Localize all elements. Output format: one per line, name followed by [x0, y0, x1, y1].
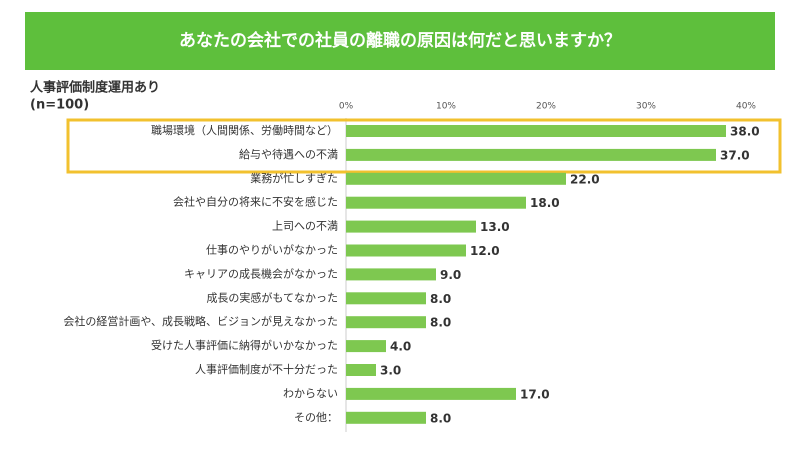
value-label: 8.0	[430, 316, 451, 330]
value-label: 22.0	[570, 172, 600, 186]
bar	[346, 316, 426, 329]
bar	[346, 340, 386, 353]
x-tick-label: 20%	[536, 102, 556, 112]
y-tick-label: 業務が忙しすぎた	[250, 171, 338, 185]
bar	[346, 196, 526, 209]
y-tick-label: キャリアの成長機会がなかった	[184, 266, 338, 280]
value-label: 12.0	[470, 244, 500, 258]
y-tick-label: 会社の経営計画や、成長戦略、ビジョンが見えなかった	[63, 314, 338, 328]
y-tick-label: 成長の実感がもてなかった	[206, 290, 338, 304]
x-tick-label: 30%	[636, 102, 656, 112]
y-tick-label: 職場環境（人間関係、労働時間など）	[151, 123, 338, 137]
bar	[346, 292, 426, 305]
bar	[346, 148, 716, 161]
value-label: 13.0	[480, 220, 510, 234]
bar	[346, 387, 516, 400]
value-label: 37.0	[720, 148, 750, 162]
subtitle: 人事評価制度運用あり	[30, 80, 160, 96]
x-tick-label: 10%	[436, 102, 456, 112]
bar	[346, 220, 476, 233]
value-label: 9.0	[440, 268, 461, 282]
bar	[346, 364, 376, 376]
chart-title: あなたの会社での社員の離職の原因は何だと思いますか？	[179, 30, 621, 51]
y-tick-label: その他：	[294, 411, 338, 424]
value-label: 38.0	[730, 125, 760, 139]
x-tick-label: 40%	[736, 102, 756, 112]
y-tick-label: わからない	[283, 387, 338, 400]
y-tick-label: 人事評価制度が不十分だった	[195, 362, 338, 376]
bar	[346, 268, 436, 281]
y-tick-label: 給与や待遇への不満	[239, 147, 338, 161]
y-tick-label: 上司への不満	[272, 220, 338, 233]
value-label: 8.0	[430, 411, 451, 425]
value-label: 18.0	[530, 196, 560, 210]
value-label: 4.0	[390, 340, 411, 354]
highlight-box	[66, 118, 782, 174]
y-tick-label: 受けた人事評価に納得がいかなかった	[151, 338, 338, 352]
bar	[346, 244, 466, 257]
y-tick-label: 会社や自分の将来に不安を感じた	[173, 195, 338, 209]
y-tick-label: 仕事のやりがいがなかった	[206, 243, 338, 257]
title-banner	[25, 12, 775, 70]
sample-size: (n=100)	[30, 98, 89, 113]
bar	[346, 125, 726, 137]
value-label: 3.0	[380, 364, 401, 378]
value-label: 8.0	[430, 292, 451, 306]
value-label: 17.0	[520, 387, 550, 401]
x-tick-label: 0%	[339, 102, 354, 112]
bar	[346, 411, 426, 424]
bar	[346, 172, 566, 185]
